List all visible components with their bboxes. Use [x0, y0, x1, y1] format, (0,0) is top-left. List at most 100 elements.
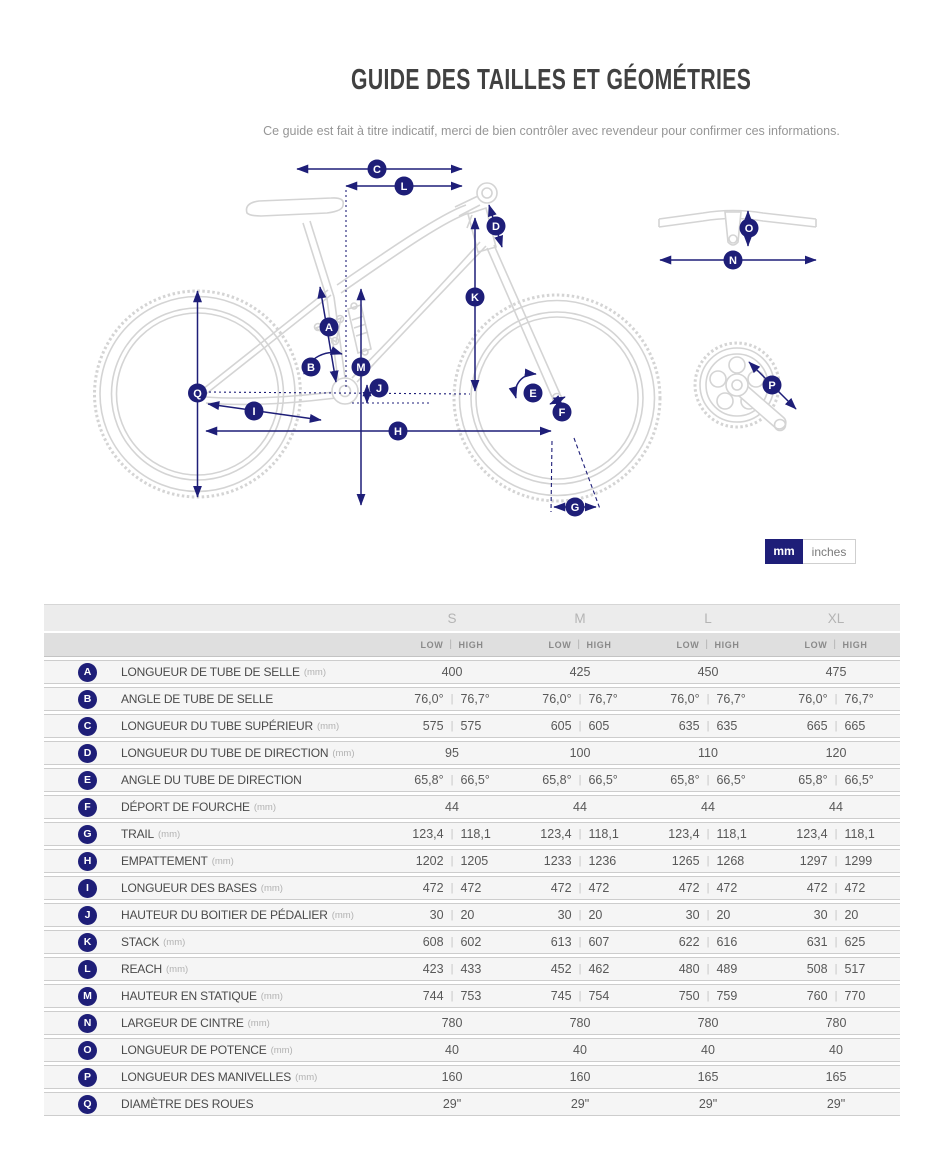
handlebar-diagram: [658, 209, 817, 246]
value-cell: 110: [644, 746, 772, 760]
high-value: 770: [844, 989, 866, 1003]
single-value: 160: [569, 1070, 591, 1084]
high-value: 76,7°: [716, 692, 746, 706]
value-separator: |: [706, 855, 710, 867]
seatpost: [302, 220, 335, 300]
low-value: 1265: [671, 854, 700, 868]
table-row: B ANGLE DE TUBE DE SELLE 76,0° | 76,7° 76,0…: [44, 687, 900, 711]
value-cell: 40: [516, 1043, 644, 1057]
size-header-xl: XL: [827, 610, 845, 626]
value-cell: 780: [644, 1016, 772, 1030]
low-value: 613: [550, 935, 572, 949]
single-value: 29": [442, 1097, 462, 1111]
row-letter-badge: K: [78, 932, 97, 952]
value-cell: 30 | 20: [644, 908, 772, 922]
dim-badge-d: D: [492, 221, 500, 233]
value-separator: |: [706, 936, 710, 948]
page-title: GUIDE DES TAILLES ET GÉOMÉTRIES: [351, 64, 752, 96]
row-label-cell: E ANGLE DU TUBE DE DIRECTION: [44, 770, 388, 790]
high-value: 575: [460, 719, 482, 733]
low-value: 30: [557, 908, 572, 922]
single-value: 100: [569, 746, 591, 760]
value-cell: 44: [388, 800, 516, 814]
dim-badge-l: L: [401, 181, 408, 193]
high-value: 1205: [460, 854, 489, 868]
row-unit: (mm): [158, 828, 181, 840]
saddle: [245, 197, 345, 217]
row-letter-badge: G: [78, 824, 97, 844]
stem-front: [724, 211, 742, 246]
low-value: 65,8°: [414, 773, 444, 787]
value-cell: 44: [644, 800, 772, 814]
single-value: 110: [698, 746, 718, 760]
dim-badge-n: N: [729, 255, 737, 267]
row-unit: (mm): [270, 1044, 293, 1056]
shock: [347, 303, 372, 355]
value-separator: |: [578, 693, 582, 705]
value-separator: |: [706, 828, 710, 840]
low-value: 472: [678, 881, 700, 895]
value-cell: 744 | 753: [388, 989, 516, 1003]
chain-stays: [204, 391, 337, 406]
single-value: 780: [825, 1016, 847, 1030]
value-separator: |: [578, 990, 582, 1002]
high-value: 433: [460, 962, 482, 976]
value-cell: 400: [388, 665, 516, 679]
high-value: 517: [844, 962, 866, 976]
row-letter-badge: E: [78, 770, 97, 790]
low-value: 1297: [799, 854, 828, 868]
high-value: 20: [844, 908, 859, 922]
value-cell: 760 | 770: [772, 989, 900, 1003]
value-cell: 745 | 754: [516, 989, 644, 1003]
row-label: HAUTEUR DU BOITIER DE PÉDALIER: [121, 908, 328, 922]
value-cell: 472 | 472: [388, 881, 516, 895]
single-value: 165: [825, 1070, 847, 1084]
size-header-l: L: [704, 610, 712, 626]
value-separator: |: [450, 963, 454, 975]
row-label-cell: A LONGUEUR DE TUBE DE SELLE (mm): [44, 662, 388, 682]
value-cell: 1233 | 1236: [516, 854, 644, 868]
mm-toggle-button[interactable]: mm: [765, 539, 803, 564]
row-label-cell: J HAUTEUR DU BOITIER DE PÉDALIER (mm): [44, 905, 388, 925]
row-label: LONGUEUR DES MANIVELLES: [121, 1070, 292, 1084]
value-cell: 1297 | 1299: [772, 854, 900, 868]
inches-toggle-button[interactable]: inches: [803, 539, 856, 564]
row-label-cell: M HAUTEUR EN STATIQUE (mm): [44, 986, 388, 1006]
single-value: 44: [829, 800, 843, 814]
row-letter-badge: D: [78, 743, 97, 763]
value-cell: 40: [772, 1043, 900, 1057]
row-unit: (mm): [316, 720, 340, 732]
value-cell: 65,8° | 66,5°: [516, 773, 644, 787]
high-value: 1268: [716, 854, 745, 868]
low-value: 123,4: [540, 827, 572, 841]
high-value: 635: [716, 719, 738, 733]
low-value: 423: [422, 962, 444, 976]
value-cell: 76,0° | 76,7°: [772, 692, 900, 706]
value-cell: 665 | 665: [772, 719, 900, 733]
high-value: 66,5°: [716, 773, 746, 787]
stem-side: [454, 195, 481, 229]
high-value: 616: [716, 935, 738, 949]
row-unit: (mm): [260, 990, 283, 1002]
geometry-table: S M L XL LOW | HIGH LOW | HIGH LOW | HIGH LOW |…: [44, 604, 900, 1116]
single-value: 780: [569, 1016, 591, 1030]
dim-I: [207, 401, 322, 423]
dim-badge-b: B: [307, 362, 315, 374]
value-separator: |: [834, 828, 838, 840]
single-value: 40: [445, 1043, 459, 1057]
value-cell: 613 | 607: [516, 935, 644, 949]
high-value: 1236: [588, 854, 617, 868]
table-row: E ANGLE DU TUBE DE DIRECTION 65,8° | 66,5°…: [44, 768, 900, 792]
row-unit: (mm): [247, 1017, 270, 1029]
table-row: C LONGUEUR DU TUBE SUPÉRIEUR (mm) 575 | 57…: [44, 714, 900, 738]
high-value: 605: [588, 719, 610, 733]
value-separator: |: [706, 963, 710, 975]
table-row: J HAUTEUR DU BOITIER DE PÉDALIER (mm) 30…: [44, 903, 900, 927]
low-value: 605: [550, 719, 572, 733]
dim-badge-j: J: [376, 383, 382, 395]
value-cell: 608 | 602: [388, 935, 516, 949]
page-header: GUIDE DES TAILLES ET GÉOMÉTRIES Ce guide…: [159, 64, 944, 138]
single-value: 44: [445, 800, 459, 814]
value-cell: 165: [644, 1070, 772, 1084]
row-label-cell: I LONGUEUR DES BASES (mm): [44, 878, 388, 898]
